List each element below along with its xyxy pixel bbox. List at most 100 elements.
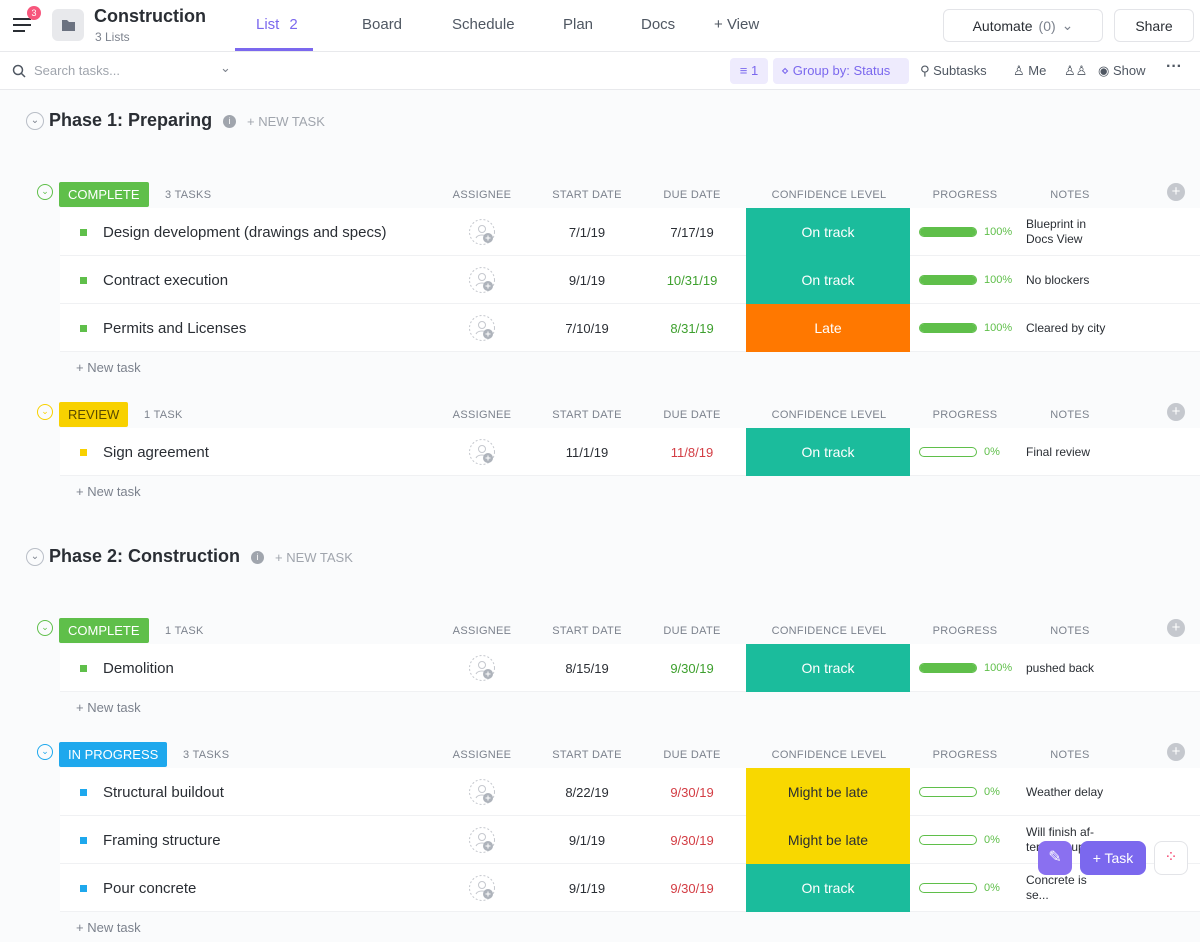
- new-task-link[interactable]: + New task: [76, 360, 141, 375]
- toolbar: Search tasks... ⌄ ≡ 1 ⋄ Group by: Status…: [0, 52, 1200, 90]
- subtasks-button[interactable]: ⚲ Subtasks: [920, 63, 987, 78]
- task-row[interactable]: Sign agreement 11/1/19 11/8/19 On track 0% Fi…: [60, 428, 1200, 476]
- assignee-avatar[interactable]: [468, 314, 496, 347]
- view-tab[interactable]: Docs: [641, 16, 676, 33]
- view-tab[interactable]: Board: [362, 16, 403, 33]
- view-tab[interactable]: Schedule: [452, 16, 515, 33]
- me-button[interactable]: ♙ Me: [1013, 63, 1047, 78]
- assignees-button[interactable]: ♙♙: [1064, 63, 1088, 78]
- add-view[interactable]: + View: [714, 16, 760, 33]
- group-by-button[interactable]: ⋄ Group by: Status: [773, 58, 909, 84]
- phase-new-task[interactable]: + NEW TASK: [275, 550, 353, 565]
- notes: Weather delay: [1026, 784, 1104, 799]
- progress-fill: [920, 276, 976, 284]
- confidence-cell[interactable]: On track: [746, 256, 910, 304]
- search-dropdown[interactable]: ⌄: [220, 60, 231, 75]
- assignee-avatar[interactable]: [468, 218, 496, 251]
- column-header: ASSIGNEE: [452, 625, 512, 637]
- view-tab[interactable]: List 2: [256, 16, 298, 33]
- column-header: CONFIDENCE LEVEL: [771, 409, 887, 421]
- due-date: 9/30/19: [670, 880, 714, 896]
- list-content: ⌄ Phase 1: Preparing i + NEW TASK ⌄ COMPLETE 3…: [0, 90, 1200, 942]
- group-by-label: Group by: Status: [792, 63, 891, 78]
- column-header: ASSIGNEE: [452, 409, 512, 421]
- confidence-cell[interactable]: On track: [746, 644, 910, 692]
- assignee-avatar[interactable]: [468, 654, 496, 687]
- assignee-avatar[interactable]: [468, 266, 496, 299]
- status-dot: [80, 325, 87, 332]
- group-toggle[interactable]: ⌄: [37, 744, 53, 760]
- show-button[interactable]: ◉ Show: [1098, 63, 1146, 78]
- search-input[interactable]: Search tasks...: [34, 63, 120, 78]
- task-row[interactable]: Design development (drawings and specs) 7…: [60, 208, 1200, 256]
- task-row[interactable]: Contract execution 9/1/19 10/31/19 On track…: [60, 256, 1200, 304]
- task-fab[interactable]: + Task: [1080, 841, 1146, 875]
- confidence-cell[interactable]: Might be late: [746, 816, 910, 864]
- share-button[interactable]: Share: [1114, 9, 1194, 42]
- task-name: Design development (drawings and specs): [103, 223, 387, 241]
- column-header: DUE DATE: [663, 189, 721, 201]
- due-date: 9/30/19: [670, 832, 714, 848]
- view-tab[interactable]: Plan: [563, 16, 594, 33]
- phase-new-task[interactable]: + NEW TASK: [247, 114, 325, 129]
- confidence-cell[interactable]: Might be late: [746, 768, 910, 816]
- confidence-cell[interactable]: On track: [746, 428, 910, 476]
- start-date: 7/1/19: [568, 224, 606, 240]
- apps-fab[interactable]: ⁘: [1154, 841, 1188, 875]
- confidence-cell[interactable]: Late: [746, 304, 910, 352]
- add-column[interactable]: +: [1167, 743, 1185, 761]
- assignee-avatar[interactable]: [468, 778, 496, 811]
- task-row[interactable]: Permits and Licenses 7/10/19 8/31/19 Late 10…: [60, 304, 1200, 352]
- confidence-cell[interactable]: On track: [746, 208, 910, 256]
- task-row[interactable]: Framing structure 9/1/19 9/30/19 Might be l…: [60, 816, 1200, 864]
- group-toggle[interactable]: ⌄: [37, 184, 53, 200]
- filter-button[interactable]: ≡ 1: [730, 58, 768, 84]
- group-toggle[interactable]: ⌄: [37, 620, 53, 636]
- progress-label: 100%: [984, 226, 1013, 238]
- confidence-cell[interactable]: On track: [746, 864, 910, 912]
- due-date: 11/8/19: [670, 444, 714, 460]
- automate-label: Automate: [972, 17, 1033, 34]
- start-date: 9/1/19: [568, 832, 606, 848]
- add-column[interactable]: +: [1167, 183, 1185, 201]
- new-task-link[interactable]: + New task: [76, 484, 141, 499]
- group-toggle[interactable]: ⌄: [37, 404, 53, 420]
- phase-toggle[interactable]: ⌄: [26, 548, 44, 566]
- phase-toggle[interactable]: ⌄: [26, 112, 44, 130]
- new-task-link[interactable]: + New task: [76, 700, 141, 715]
- task-count: 1 TASK: [144, 409, 183, 421]
- column-header: PROGRESS: [932, 625, 998, 637]
- task-row[interactable]: Structural buildout 8/22/19 9/30/19 Might b…: [60, 768, 1200, 816]
- column-header: DUE DATE: [663, 625, 721, 637]
- task-row[interactable]: Demolition 8/15/19 9/30/19 On track 100% push…: [60, 644, 1200, 692]
- info-icon: i: [251, 551, 264, 564]
- progress-fill: [920, 228, 976, 236]
- add-column[interactable]: +: [1167, 619, 1185, 637]
- phase-title: Phase 1: Preparing: [49, 110, 213, 130]
- new-task-link[interactable]: + New task: [76, 920, 141, 935]
- notes-fab[interactable]: ✎: [1038, 841, 1072, 875]
- subtasks-label: Subtasks: [933, 63, 987, 78]
- phase-header: ⌄ Phase 2: Construction i + NEW TASK: [0, 536, 1200, 598]
- progress-fill: [920, 664, 976, 672]
- notification-badge: 3: [27, 6, 41, 20]
- list-count: 2: [289, 16, 298, 33]
- progress-label: 100%: [984, 274, 1013, 286]
- assignee-avatar[interactable]: [468, 874, 496, 907]
- due-date: 8/31/19: [670, 320, 714, 336]
- column-header: ASSIGNEE: [452, 189, 512, 201]
- space-subtitle: 3 Lists: [95, 30, 130, 44]
- me-label: Me: [1028, 63, 1047, 78]
- assignee-avatar[interactable]: [468, 826, 496, 859]
- status-dot: [80, 789, 87, 796]
- add-column[interactable]: +: [1167, 403, 1185, 421]
- menu-icon[interactable]: [12, 16, 34, 34]
- more-button[interactable]: ···: [1166, 58, 1182, 75]
- show-label: Show: [1112, 63, 1146, 78]
- column-header: START DATE: [552, 749, 622, 761]
- assignee-avatar[interactable]: [468, 438, 496, 471]
- top-bar: 3 Construction 3 Lists List 2 Board Schedul…: [0, 0, 1200, 52]
- task-row[interactable]: Pour concrete 9/1/19 9/30/19 On track 0% Conc…: [60, 864, 1200, 912]
- automate-button[interactable]: Automate (0) ⌄: [943, 9, 1103, 42]
- progress-label: 0%: [984, 834, 1000, 846]
